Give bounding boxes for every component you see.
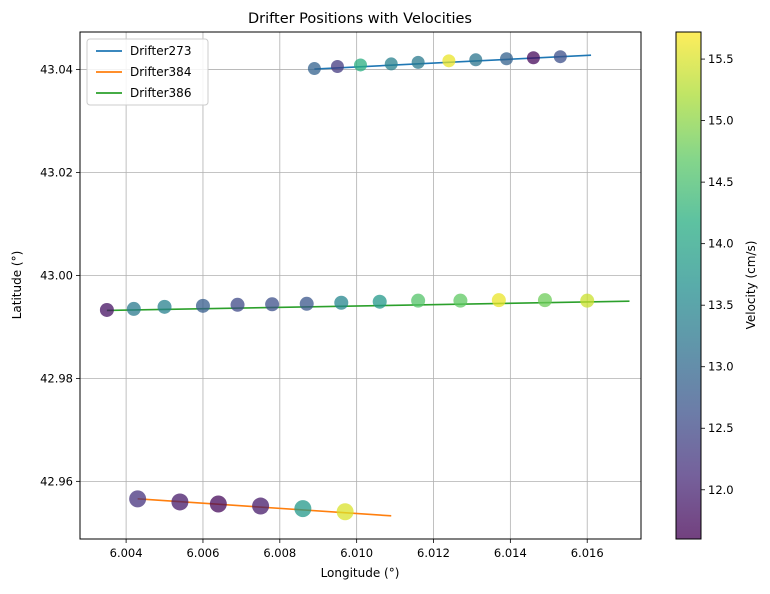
data-point	[294, 500, 312, 518]
legend-frame	[86, 38, 209, 106]
x-tick-label: 6.014	[494, 546, 527, 560]
data-point	[372, 294, 387, 309]
x-axis-label: Longitude (°)	[321, 566, 400, 580]
data-point	[209, 495, 227, 513]
legend-label: Drifter384	[130, 65, 191, 79]
data-point	[580, 293, 595, 308]
data-point	[500, 52, 514, 66]
colorbar-tick-label: 14.0	[708, 237, 734, 251]
colorbar-tick-label: 15.0	[708, 114, 734, 128]
data-point	[384, 57, 398, 71]
colorbar-gradient	[676, 32, 701, 539]
data-point	[129, 490, 147, 508]
data-point	[453, 293, 468, 308]
data-point	[526, 51, 540, 65]
colorbar: Velocity (cm/s) 12.0 12.5 13.0 13.5 14.0 14.5…	[675, 31, 758, 540]
colorbar-tick-label: 13.5	[708, 298, 734, 312]
data-point	[230, 297, 245, 312]
grid	[80, 32, 641, 539]
plot-frame	[79, 31, 642, 540]
series-lines	[106, 54, 630, 517]
x-tick-label: 6.008	[263, 546, 296, 560]
x-tick-label: 6.006	[186, 546, 219, 560]
data-point	[336, 503, 354, 521]
data-point	[491, 293, 506, 308]
y-tick-label: 43.04	[40, 63, 73, 77]
data-point	[171, 493, 189, 511]
colorbar-label: Velocity (cm/s)	[744, 241, 758, 330]
data-point	[299, 296, 314, 311]
scatter-points	[99, 50, 595, 521]
data-point	[537, 293, 552, 308]
data-point	[330, 59, 344, 73]
data-point	[411, 55, 425, 69]
data-point	[252, 497, 270, 515]
colorbar-tick-label: 12.5	[708, 421, 734, 435]
data-point	[442, 54, 456, 68]
x-tick-label: 6.004	[110, 546, 143, 560]
data-point	[99, 302, 114, 317]
chart-title: Drifter Positions with Velocities	[248, 11, 472, 27]
legend: Drifter273 Drifter384 Drifter386	[86, 38, 209, 106]
x-tick-label: 6.010	[340, 546, 373, 560]
x-axis-ticks: 6.004 6.006 6.008 6.010 6.012 6.014 6.016	[110, 539, 604, 560]
data-point	[553, 50, 567, 64]
y-tick-label: 42.96	[40, 474, 73, 488]
colorbar-frame	[675, 31, 702, 540]
data-point	[126, 301, 141, 316]
data-point	[195, 298, 210, 313]
legend-label: Drifter273	[130, 44, 191, 58]
legend-label: Drifter386	[130, 86, 191, 100]
x-tick-label: 6.016	[571, 546, 604, 560]
colorbar-tick-label: 12.0	[708, 483, 734, 497]
data-point	[265, 297, 280, 312]
y-axis-ticks: 42.96 42.98 43.00 43.02 43.04	[40, 63, 80, 488]
colorbar-tick-label: 14.5	[708, 175, 734, 189]
colorbar-tick-label: 15.5	[708, 52, 734, 66]
x-tick-label: 6.012	[417, 546, 450, 560]
data-point	[334, 295, 349, 310]
y-axis-label: Latitude (°)	[10, 251, 24, 320]
data-point	[157, 299, 172, 314]
data-point	[307, 62, 321, 76]
data-point	[411, 293, 426, 308]
data-point	[354, 58, 367, 72]
colorbar-tick-label: 13.0	[708, 360, 734, 374]
y-tick-label: 43.00	[40, 268, 73, 282]
y-tick-label: 43.02	[40, 166, 73, 180]
y-tick-label: 42.98	[40, 371, 73, 385]
data-point	[469, 53, 483, 67]
